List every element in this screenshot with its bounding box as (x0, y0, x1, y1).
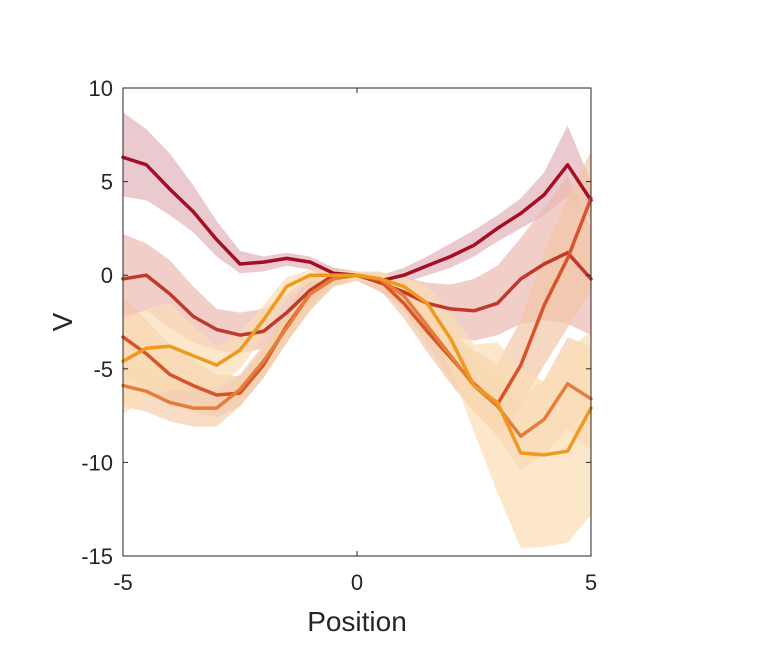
x-tick-label: 0 (351, 570, 363, 595)
series-1-band (123, 112, 591, 287)
series-lines (121, 155, 593, 457)
x-tick-label: -5 (113, 570, 133, 595)
y-tick-label: -10 (81, 450, 113, 475)
y-tick-label: -15 (81, 544, 113, 569)
y-tick-label: 5 (101, 170, 113, 195)
x-axis-label: Position (307, 606, 407, 637)
y-tick-label: 0 (101, 263, 113, 288)
x-tick-label: 5 (585, 570, 597, 595)
series-5-band (123, 269, 591, 549)
confidence-bands (123, 112, 591, 549)
y-tick-label: -5 (93, 357, 113, 382)
y-axis-label: V (47, 312, 78, 331)
axis-ticks (122, 87, 592, 557)
series-5-line (121, 273, 593, 457)
y-tick-label: 10 (89, 76, 113, 101)
tick-labels: -5 0 5 10 5 0 -5 -10 -15 (81, 76, 597, 595)
